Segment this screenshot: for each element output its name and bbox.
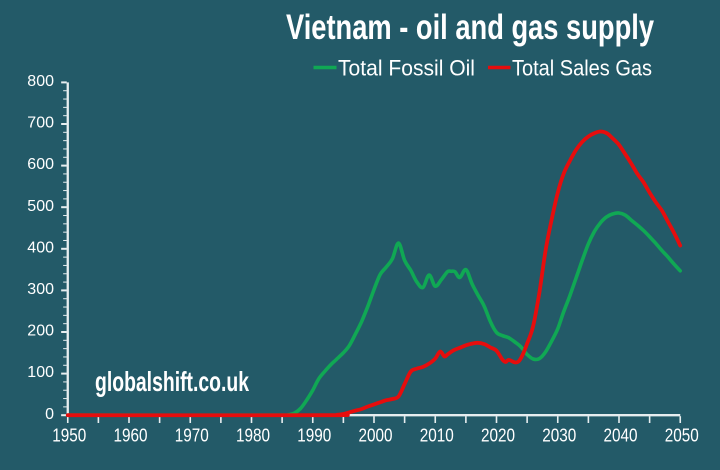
svg-text:Total Fossil Oil: Total Fossil Oil (338, 55, 475, 80)
svg-text:2020: 2020 (481, 425, 515, 446)
svg-text:200: 200 (27, 323, 54, 340)
svg-text:Total Sales Gas: Total Sales Gas (512, 55, 652, 80)
svg-text:2030: 2030 (542, 425, 576, 446)
svg-text:100: 100 (27, 364, 54, 381)
svg-text:1970: 1970 (175, 425, 209, 446)
svg-text:Vietnam - oil and gas supply: Vietnam - oil and gas supply (286, 8, 654, 47)
svg-text:1950: 1950 (52, 425, 86, 446)
svg-text:500: 500 (27, 198, 54, 215)
svg-text:2000: 2000 (359, 425, 393, 446)
svg-text:600: 600 (27, 156, 54, 173)
svg-text:700: 700 (27, 115, 54, 132)
svg-text:globalshift.co.uk: globalshift.co.uk (95, 366, 249, 397)
svg-text:1960: 1960 (114, 425, 148, 446)
svg-text:2010: 2010 (420, 425, 454, 446)
svg-text:2050: 2050 (665, 425, 699, 446)
svg-text:2040: 2040 (604, 425, 638, 446)
svg-text:300: 300 (27, 281, 54, 298)
svg-text:1990: 1990 (297, 425, 331, 446)
svg-text:400: 400 (27, 239, 54, 256)
svg-text:0: 0 (45, 406, 54, 423)
svg-text:1980: 1980 (236, 425, 270, 446)
svg-text:800: 800 (27, 73, 54, 90)
